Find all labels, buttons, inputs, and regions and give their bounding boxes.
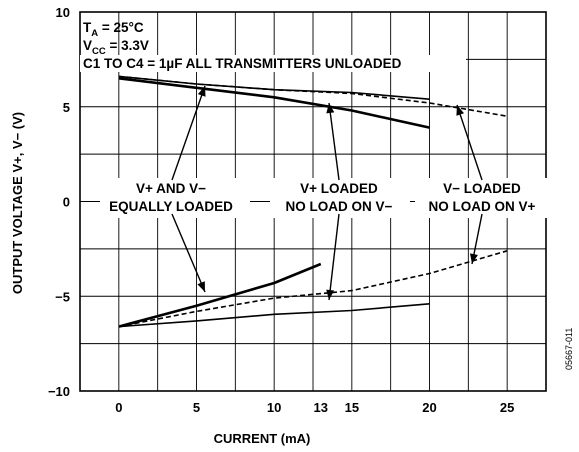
arrow-vplus-upper-head	[326, 103, 335, 114]
annotation-arrows	[171, 85, 483, 301]
x-tick-label: 25	[500, 400, 514, 415]
series-line-4	[118, 262, 322, 328]
condition-temperature: TA = 25°C	[83, 20, 144, 39]
series-line-6	[118, 303, 430, 328]
condition-backdrop	[80, 55, 466, 72]
x-tick-labels: 0 5 10 13 15 20 25	[115, 400, 514, 415]
x-tick-label: 10	[267, 400, 281, 415]
arrow-vplus-lower	[328, 213, 340, 301]
y-axis-title: OUTPUT VOLTAGE V+, V− (V)	[10, 112, 25, 294]
series-group	[118, 75, 508, 328]
arrow-equal-lower	[171, 213, 206, 293]
arrow-vminus-upper-head	[456, 105, 464, 116]
x-tick-label: 0	[115, 400, 122, 415]
arrow-equal-upper-head	[197, 86, 206, 97]
annotation-vminus-load-line2: NO LOAD ON V+	[429, 199, 536, 214]
annotation-vminus-load-line1: V− LOADED	[443, 181, 521, 196]
annotation-equal-load-line2: EQUALLY LOADED	[109, 199, 233, 214]
arrow-vminus-lower-head	[470, 253, 478, 264]
arrow-vminus-upper	[456, 104, 483, 181]
arrow-vplus-upper	[328, 102, 340, 181]
arrow-equal-lower-head	[197, 281, 205, 292]
annotation-backdrop-3	[415, 178, 567, 218]
series-line-2	[118, 77, 430, 129]
annotation-vplus-load-line2: NO LOAD ON V−	[286, 199, 393, 214]
y-tick-labels: 10 5 0 −5 −10	[48, 5, 70, 399]
arrow-equal-upper	[171, 85, 206, 181]
x-tick-label: 20	[422, 400, 436, 415]
annotation-backdrop-1	[100, 178, 250, 218]
annotation-equal-load-line1: V+ AND V−	[136, 181, 206, 196]
y-tick-label: −10	[48, 384, 70, 399]
x-tick-label: 15	[345, 400, 359, 415]
y-tick-label: 10	[56, 5, 70, 20]
x-tick-label: 5	[193, 400, 200, 415]
y-tick-label: 0	[63, 195, 70, 210]
series-line-3	[118, 75, 508, 117]
annotation-backdrop-2	[270, 178, 410, 218]
figure-id: 05667-011	[564, 328, 574, 370]
condition-capacitors: C1 TO C4 = 1µF ALL TRANSMITTERS UNLOADED	[83, 56, 402, 71]
x-tick-label: 13	[314, 400, 328, 415]
y-tick-label: 5	[63, 100, 70, 115]
arrow-vplus-lower-head	[326, 289, 335, 300]
y-tick-label: −5	[55, 289, 70, 304]
series-line-5	[118, 250, 508, 328]
condition-supply-voltage: VCC = 3.3V	[83, 38, 149, 57]
annotation-vplus-load-line1: V+ LOADED	[300, 181, 378, 196]
x-axis-title: CURRENT (mA)	[214, 431, 311, 446]
